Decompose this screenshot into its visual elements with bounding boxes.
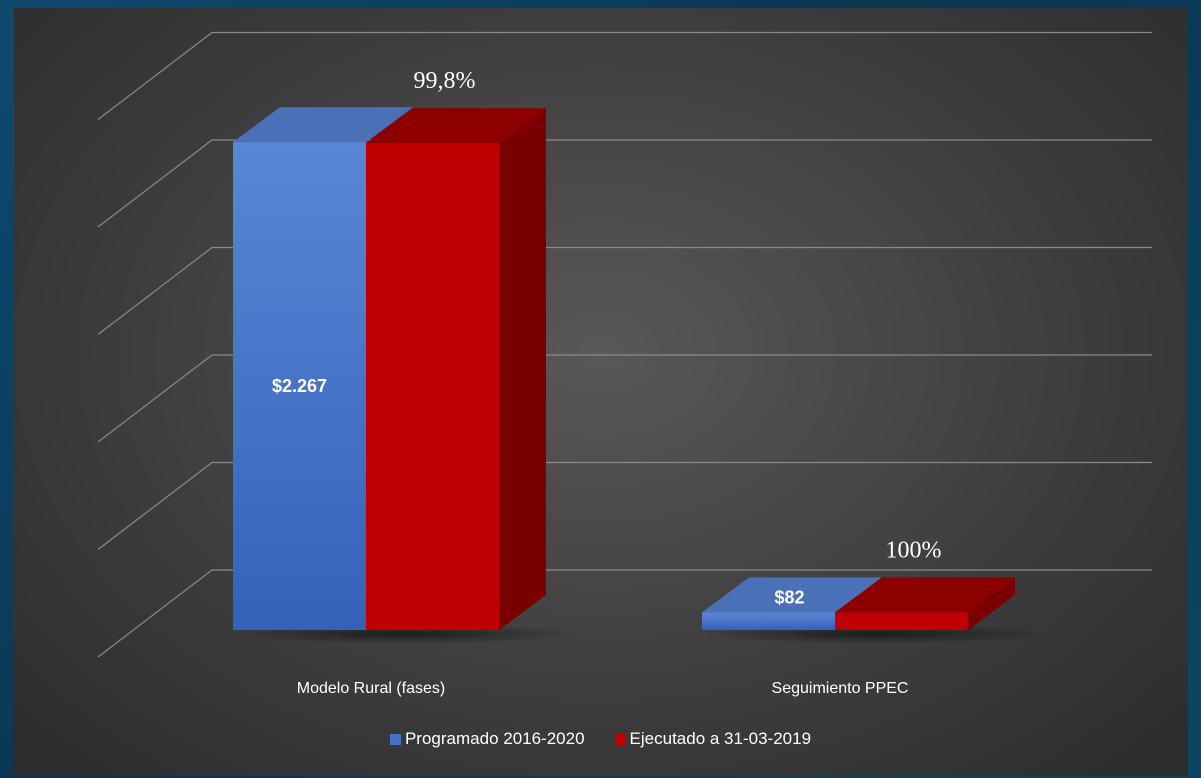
bars	[231, 107, 1050, 644]
bar-Programado 2016-2020-Seguimiento PPEC	[702, 612, 835, 630]
gridline-side	[97, 139, 213, 228]
legend-label-programado: Programado 2016-2020	[404, 729, 585, 748]
gridline-side	[97, 462, 213, 550]
bar-side-Ejecutado a 31-03-2019	[499, 108, 546, 631]
legend-label-ejecutado: Ejecutado a 31-03-2019	[629, 729, 812, 748]
gridline-side	[97, 569, 213, 658]
legend-item-programado: Programado 2016-2020	[389, 729, 585, 749]
bar-top-Programado 2016-2020	[702, 577, 882, 613]
gridline-side	[97, 354, 213, 443]
gridline-side	[97, 247, 213, 335]
gridline-side	[97, 32, 213, 120]
bar-Ejecutado a 31-03-2019-Modelo Rural (fases)	[366, 143, 499, 631]
data-label-Modelo Rural (fases): $2.267	[272, 376, 327, 396]
legend: Programado 2016-2020 Ejecutado a 31-03-2…	[0, 729, 1201, 749]
chart-area	[14, 8, 1188, 776]
legend-item-ejecutado: Ejecutado a 31-03-2019	[614, 729, 812, 749]
bar-top-Programado 2016-2020	[233, 107, 413, 143]
legend-swatch-ejecutado	[614, 733, 626, 745]
bar-Programado 2016-2020-Modelo Rural (fases)	[233, 142, 366, 630]
category-label-0: Modelo Rural (fases)	[297, 680, 446, 697]
legend-swatch-programado	[389, 733, 401, 745]
bar-top-Ejecutado a 31-03-2019	[835, 577, 1015, 613]
bar-top-Ejecutado a 31-03-2019	[366, 108, 546, 144]
category-label-1: Seguimiento PPEC	[772, 680, 909, 697]
data-label-pct-Modelo Rural (fases): 99,8%	[414, 68, 476, 94]
data-label-pct-Seguimiento PPEC: 100%	[886, 537, 942, 563]
bar-side-Ejecutado a 31-03-2019	[968, 577, 1015, 630]
bar-Ejecutado a 31-03-2019-Seguimiento PPEC	[835, 612, 968, 630]
labels: $2.267 99,8% Modelo Rural (fases) $82 100% Se…	[272, 68, 942, 697]
data-label-Seguimiento PPEC: $82	[774, 587, 804, 607]
